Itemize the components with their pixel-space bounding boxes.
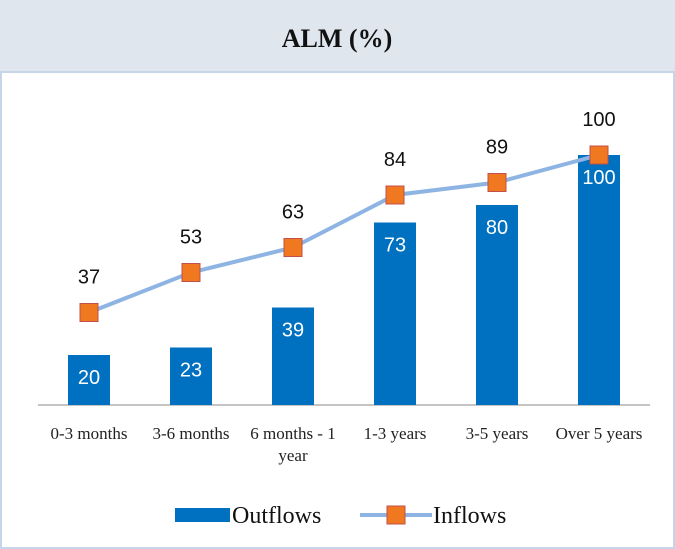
line-value-label: 37 [78, 267, 100, 289]
bar-value-label: 20 [78, 367, 100, 389]
bar [272, 307, 314, 405]
x-tick-label: 3-6 months [152, 424, 230, 443]
bar-value-label: 73 [384, 235, 406, 257]
bar [578, 155, 620, 405]
legend-swatch [175, 508, 230, 522]
bar [170, 347, 212, 405]
line-marker [181, 263, 201, 282]
line-value-label: 100 [582, 109, 615, 131]
bar [476, 205, 518, 405]
line-value-label: 84 [384, 149, 406, 171]
line-marker [589, 145, 609, 165]
line-marker [283, 238, 303, 257]
chart-title: ALM (%) [282, 24, 392, 53]
line [88, 153, 600, 315]
line-marker [79, 303, 99, 322]
x-tick-label: 6 months - 1 year [250, 424, 336, 465]
x-tick-label: 1-3 years [363, 424, 427, 443]
legend-marker [386, 505, 406, 525]
bar-value-label: 80 [486, 217, 508, 239]
bar [374, 222, 416, 405]
bar-value-label: 39 [282, 320, 304, 342]
x-tick-label: 0-3 months [50, 424, 128, 443]
bar-value-label: 100 [582, 167, 615, 189]
bar [68, 355, 110, 405]
line-marker [487, 173, 507, 192]
legend-label: Outflows [232, 503, 321, 529]
x-tick-label: Over 5 years [555, 424, 643, 443]
line-value-label: 89 [486, 137, 508, 159]
bar-value-label: 23 [180, 360, 202, 382]
x-tick-label: 3-5 years [465, 424, 529, 443]
panel-border [0, 71, 675, 549]
line-value-label: 63 [282, 202, 304, 224]
header-band [0, 0, 675, 72]
line-marker [385, 185, 405, 205]
legend-label: Inflows [433, 503, 506, 529]
line-value-label: 53 [180, 227, 202, 249]
